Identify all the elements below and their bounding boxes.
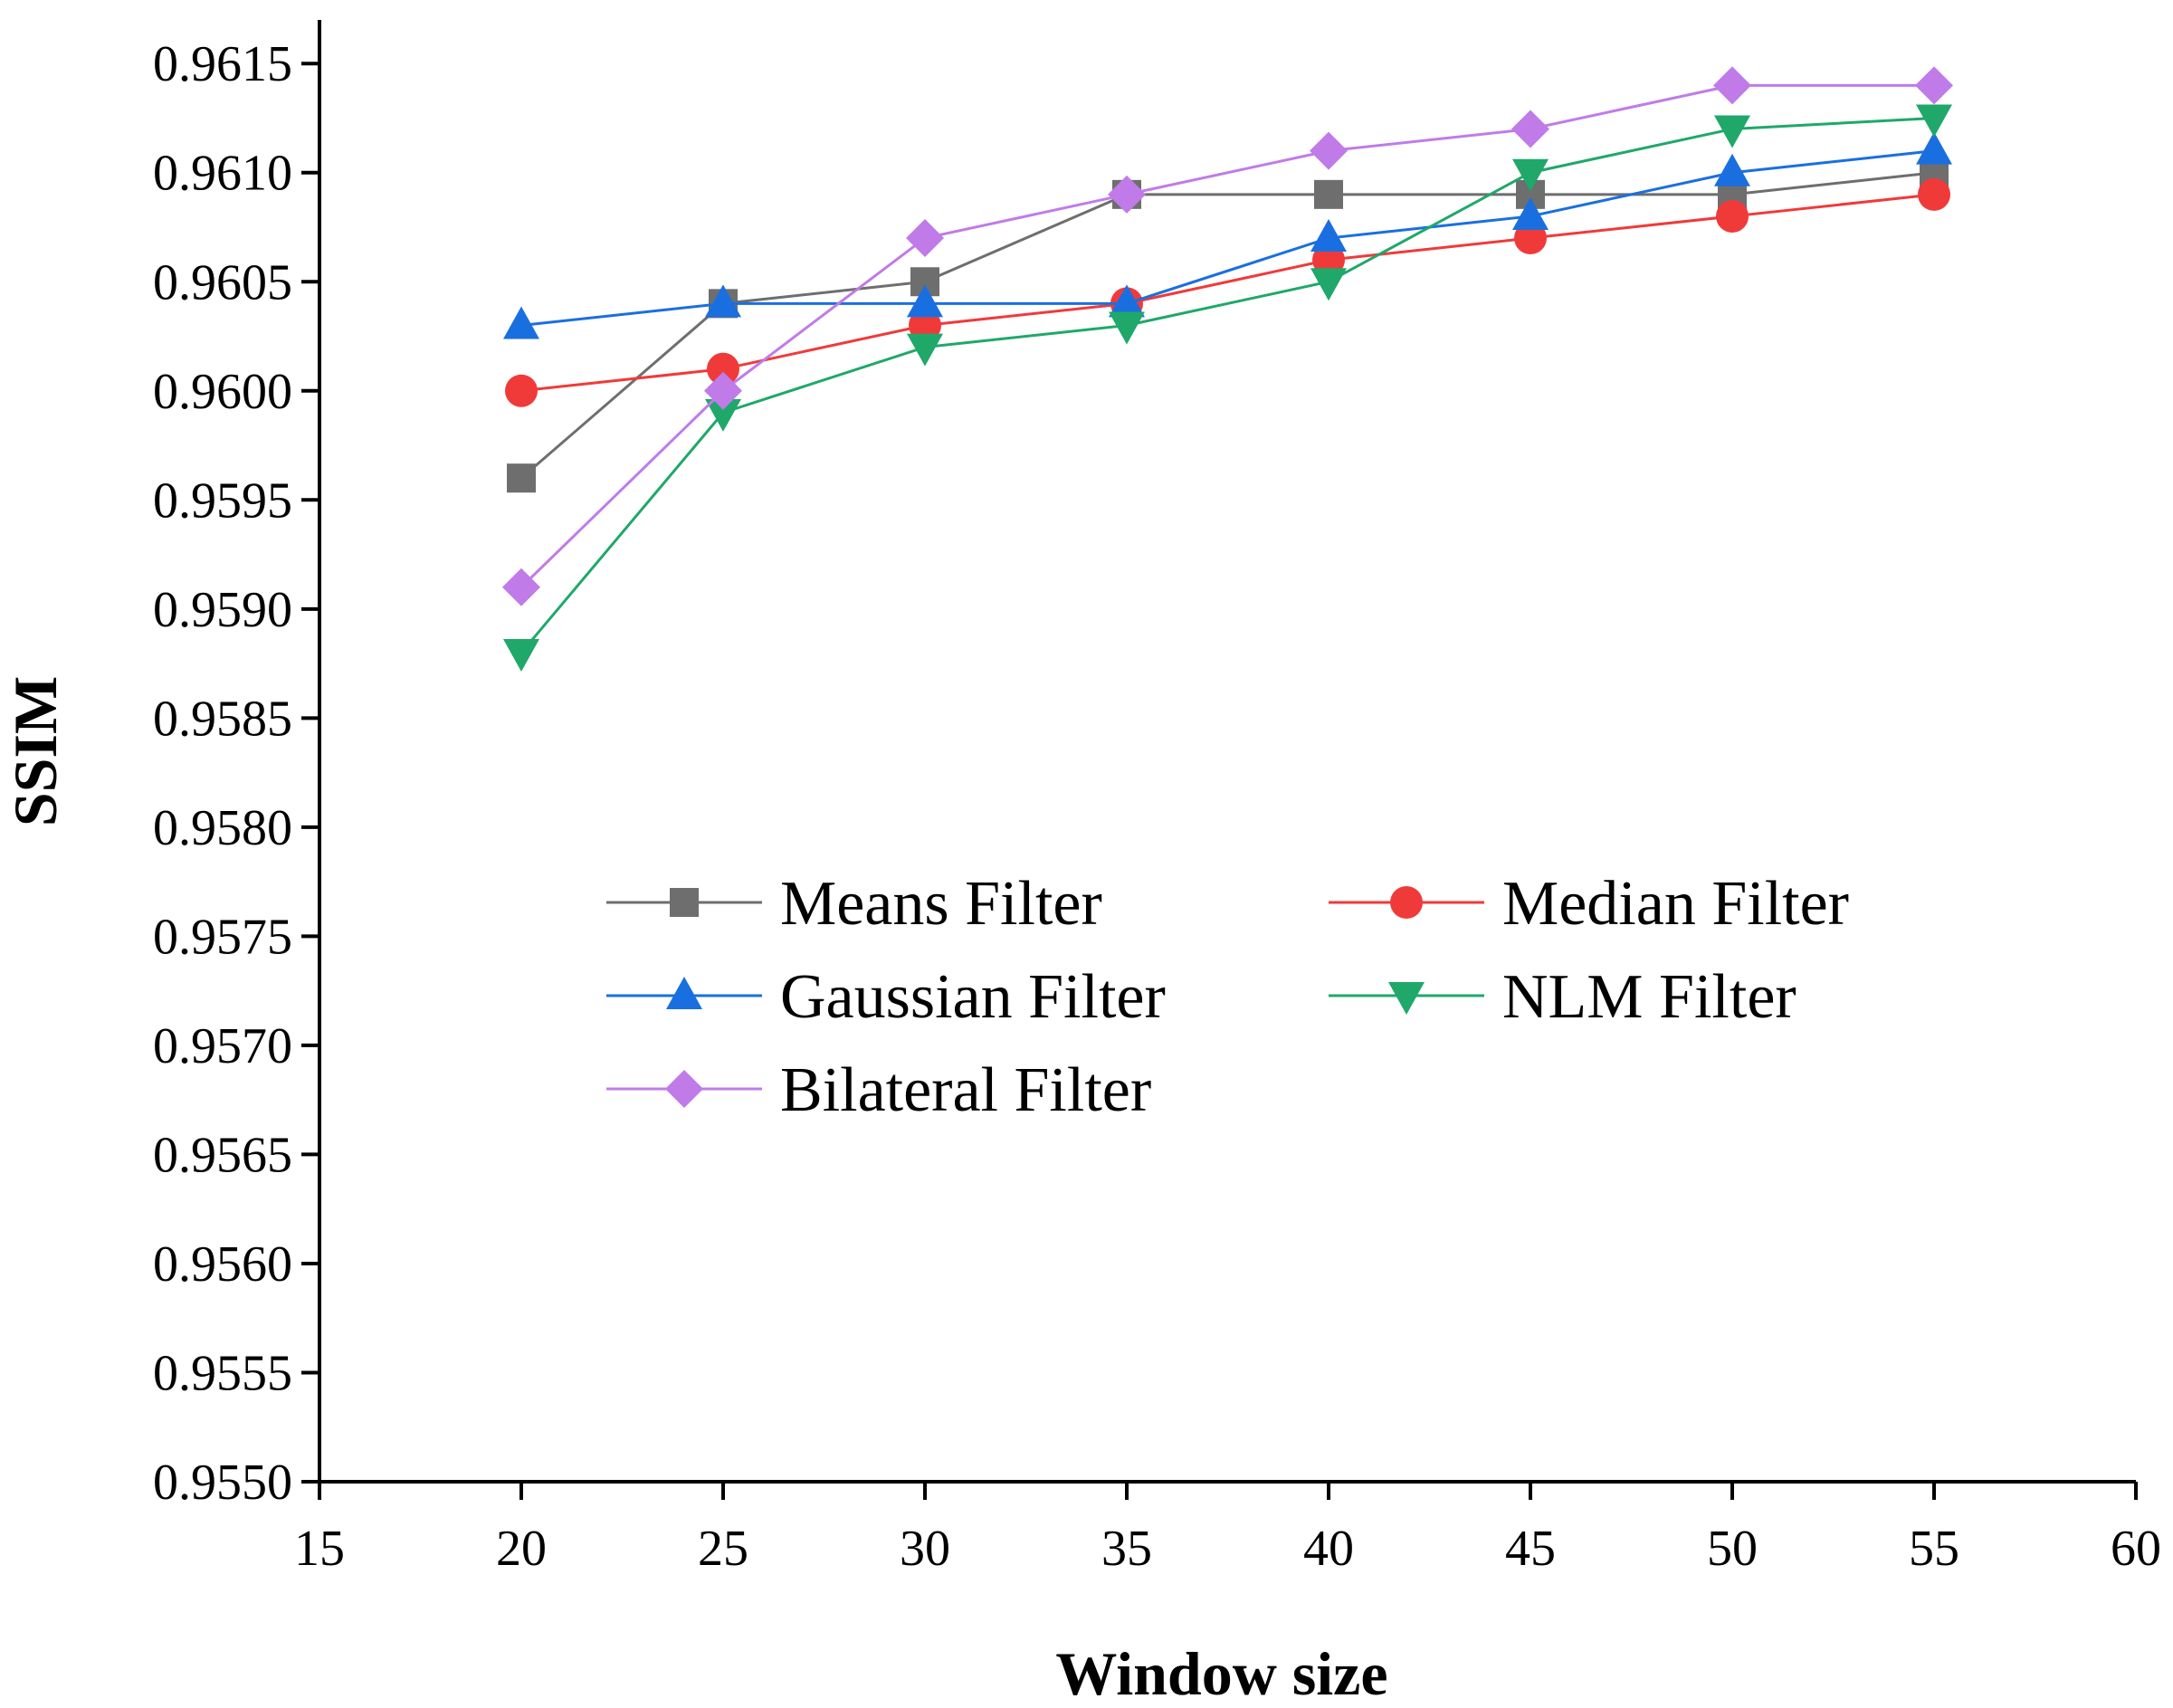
- series-line: [519, 116, 1935, 654]
- data-point: [1108, 175, 1146, 214]
- legend-item: Gaussian Filter: [606, 962, 1166, 1032]
- data-point: [503, 639, 539, 673]
- y-tick-label: 0.9575: [153, 909, 292, 965]
- y-tick-label: 0.9585: [153, 691, 292, 747]
- data-point: [1109, 284, 1145, 318]
- y-tick-label: 0.9550: [153, 1455, 292, 1511]
- data-point: [906, 219, 944, 258]
- legend-label: Median Filter: [1502, 869, 1849, 939]
- data-point: [1314, 179, 1343, 209]
- data-point: [1310, 268, 1347, 301]
- series-line: [520, 193, 1935, 393]
- series-layer: [502, 66, 1953, 673]
- data-point: [1918, 177, 1950, 211]
- data-point: [705, 284, 741, 318]
- series-median-filter: [505, 177, 1950, 407]
- data-point: [1512, 196, 1549, 230]
- y-tick-label: 0.9565: [153, 1127, 292, 1183]
- tick-marks: 0.9550 0.9555 0.9560 0.9565 0.9570 0.9575 0.95…: [153, 36, 2161, 1577]
- x-tick-label: 60: [2111, 1521, 2161, 1577]
- legend-marker: [665, 1070, 703, 1108]
- y-tick-label: 0.9590: [153, 582, 292, 638]
- y-tick-label: 0.9595: [153, 472, 292, 529]
- y-axis-title: SSIM: [1, 676, 70, 826]
- y-tick-label: 0.9610: [153, 146, 292, 202]
- y-tick-label: 0.9605: [153, 254, 292, 310]
- series-line: [520, 171, 1935, 480]
- x-tick-label: 25: [698, 1521, 748, 1577]
- x-tick-label: 45: [1505, 1521, 1556, 1577]
- data-point: [707, 352, 739, 386]
- legend-label: Means Filter: [780, 869, 1102, 939]
- legend-marker: [1390, 886, 1423, 919]
- series-line: [519, 83, 1934, 588]
- data-point: [909, 309, 941, 342]
- legend-label: Bilateral Filter: [780, 1055, 1151, 1125]
- data-point: [1714, 153, 1750, 186]
- x-axis-title: Window size: [1055, 1639, 1387, 1708]
- legend-marker: [670, 888, 699, 917]
- x-tick-label: 40: [1303, 1521, 1354, 1577]
- legend: Means Filter Median Filter Gaussian Filter…: [606, 869, 1849, 1125]
- legend-item: Median Filter: [1329, 869, 1849, 939]
- data-point: [1915, 66, 1953, 105]
- y-tick-label: 0.9580: [153, 800, 292, 856]
- data-point: [1916, 104, 1952, 138]
- series-gaussian-filter: [503, 131, 1952, 339]
- x-tick-label: 15: [294, 1521, 345, 1577]
- data-point: [1312, 243, 1345, 277]
- x-tick-label: 50: [1707, 1521, 1758, 1577]
- series-nlm-filter: [503, 104, 1952, 673]
- data-point: [1916, 131, 1952, 165]
- data-point: [907, 284, 943, 318]
- data-point: [705, 398, 741, 432]
- data-point: [1512, 158, 1549, 192]
- legend-item: NLM Filter: [1329, 962, 1797, 1032]
- axes: [318, 20, 2136, 1484]
- data-point: [1310, 131, 1348, 170]
- data-point: [907, 333, 943, 367]
- data-point: [1511, 110, 1549, 148]
- data-point: [1714, 115, 1750, 148]
- data-point: [1514, 222, 1547, 255]
- series-line: [520, 149, 1935, 327]
- data-point: [1716, 199, 1749, 233]
- data-point: [1109, 311, 1145, 345]
- data-point: [704, 371, 742, 410]
- y-tick-label: 0.9555: [153, 1345, 292, 1401]
- y-tick-label: 0.9560: [153, 1236, 292, 1293]
- data-point: [502, 568, 540, 606]
- x-tick-label: 30: [900, 1521, 950, 1577]
- legend-label: NLM Filter: [1502, 962, 1797, 1032]
- data-point: [503, 306, 539, 339]
- y-tick-label: 0.9600: [153, 364, 292, 420]
- legend-marker: [1388, 982, 1425, 1015]
- y-tick-label: 0.9570: [153, 1018, 292, 1074]
- data-point: [1310, 219, 1347, 253]
- x-tick-label: 20: [496, 1521, 547, 1577]
- legend-marker: [666, 977, 702, 1009]
- series-bilateral-filter: [502, 66, 1953, 606]
- legend-item: Bilateral Filter: [606, 1055, 1151, 1125]
- data-point: [1713, 66, 1751, 105]
- data-point: [507, 463, 536, 493]
- x-tick-label: 35: [1101, 1521, 1152, 1577]
- legend-label: Gaussian Filter: [780, 962, 1166, 1032]
- y-tick-label: 0.9615: [153, 36, 292, 92]
- x-tick-label: 55: [1909, 1521, 1959, 1577]
- legend-item: Means Filter: [606, 869, 1102, 939]
- data-point: [505, 374, 538, 407]
